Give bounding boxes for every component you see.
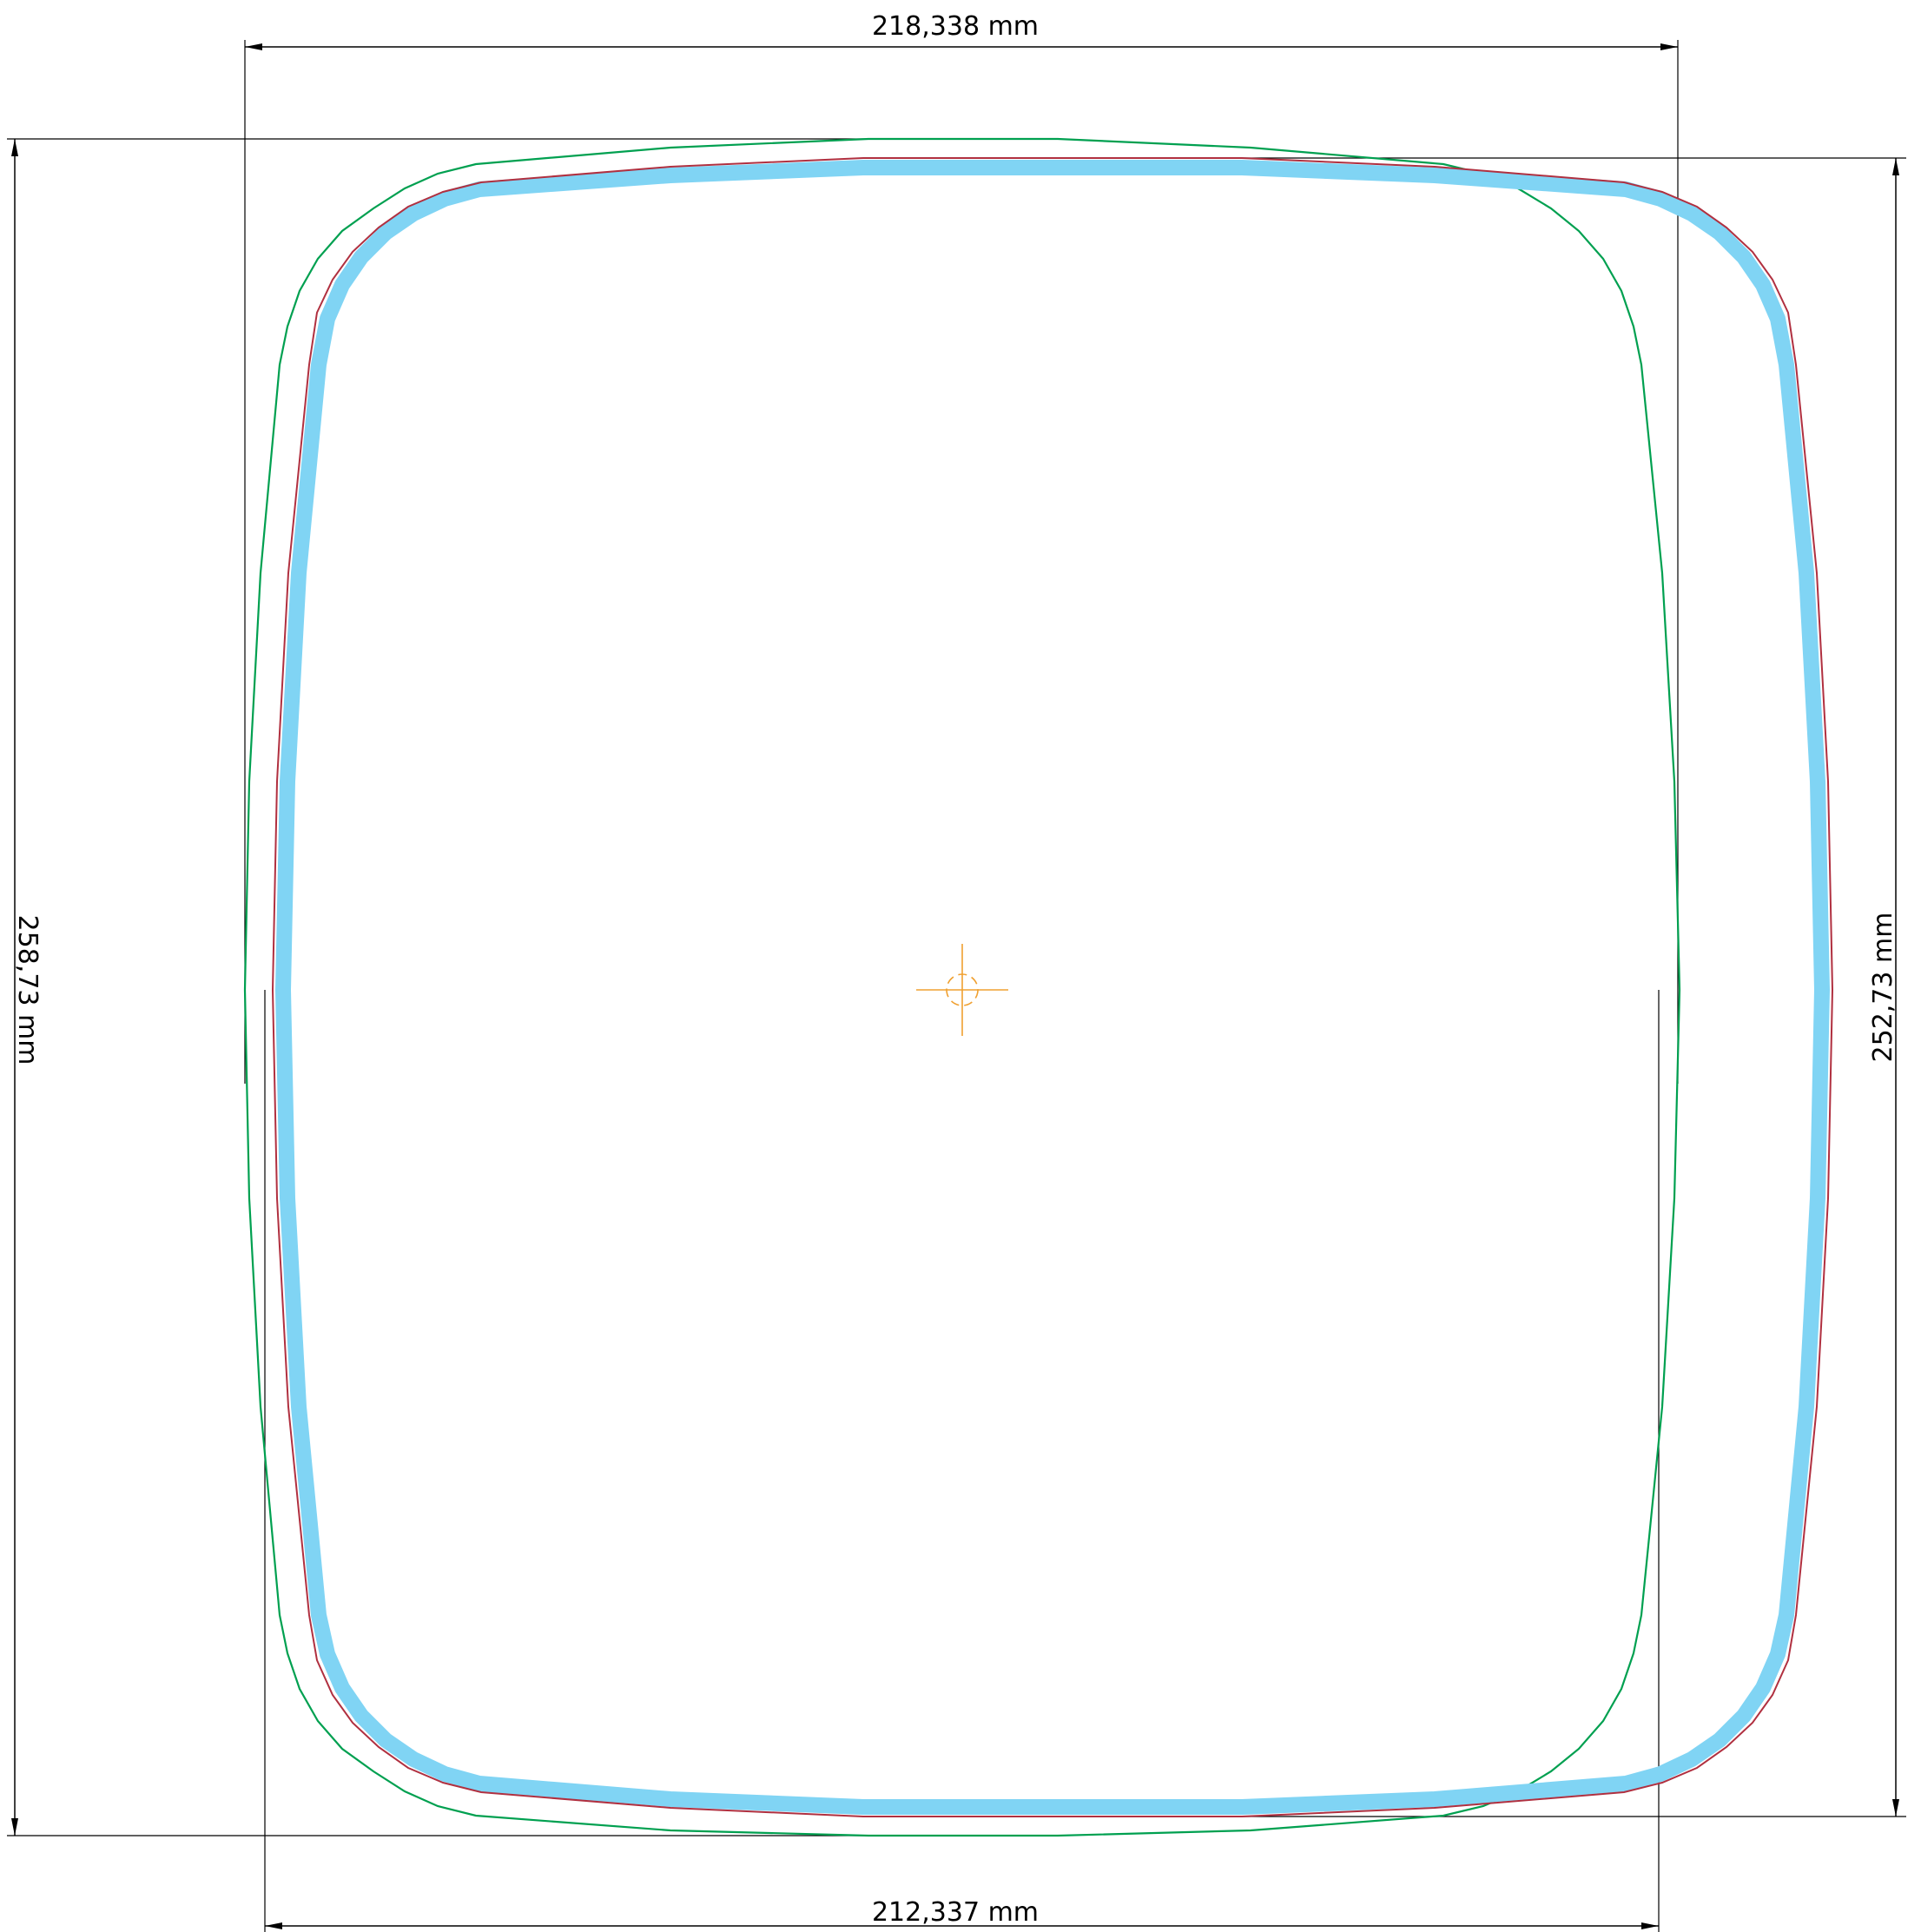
dimension-lines (11, 43, 1899, 1929)
extension-lines (7, 40, 1906, 1932)
crosshair-icon (916, 944, 1008, 1036)
dimension-top-width: 218,338 mm (872, 11, 1039, 42)
dimension-right-height: 252,73 mm (1868, 913, 1898, 1063)
dimension-left-height: 258,73 mm (12, 915, 43, 1065)
inner-profile (271, 157, 1834, 1817)
seal-band (275, 160, 1830, 1815)
dimension-bottom-width: 212,337 mm (872, 1897, 1039, 1928)
outer-profile (243, 137, 1681, 1837)
